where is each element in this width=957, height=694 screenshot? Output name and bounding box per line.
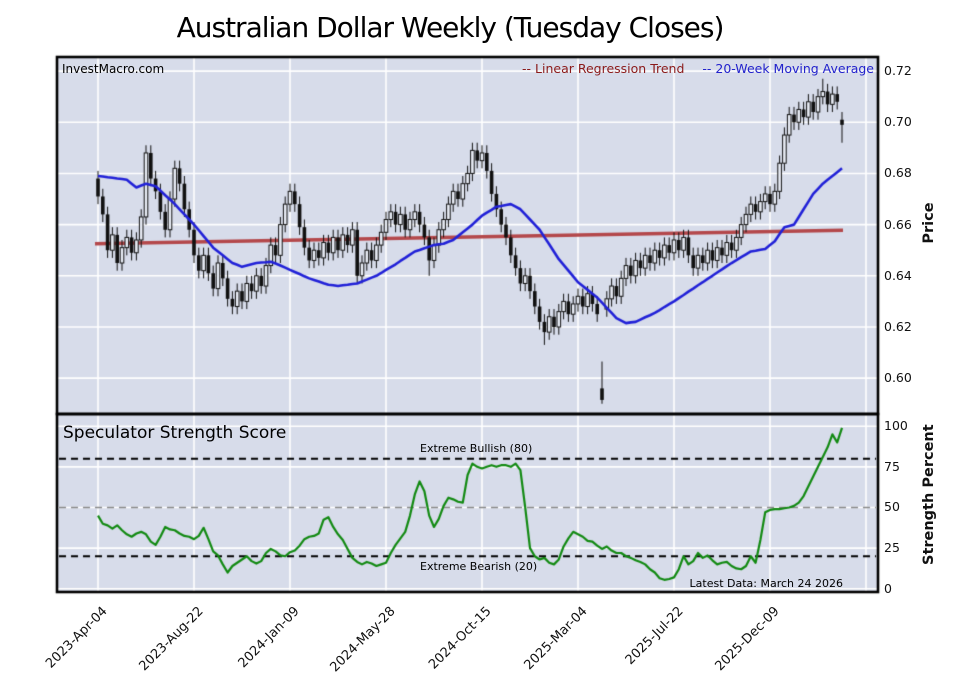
latest-data-label: Latest Data: March 24 2026 <box>689 577 843 590</box>
investmacro-watermark: InvestMacro.com <box>62 61 165 76</box>
strength-tick-label: 25 <box>884 540 900 556</box>
price-tick-label: 0.62 <box>884 318 912 334</box>
price-tick-label: 0.70 <box>884 114 912 130</box>
extreme-bearish-label: Extreme Bearish (20) <box>420 560 538 573</box>
strength-tick-label: 0 <box>884 580 892 596</box>
strength-tick-label: 75 <box>884 458 900 474</box>
price-tick-label: 0.68 <box>884 165 912 181</box>
strength-panel-title: Speculator Strength Score <box>63 423 287 443</box>
price-tick-label: 0.66 <box>884 216 912 232</box>
plot-header-row: InvestMacro.com -- Linear Regression Tre… <box>62 61 874 76</box>
price-tick-label: 0.60 <box>884 370 912 386</box>
legend-regression-label: -- Linear Regression Trend <box>522 61 685 76</box>
price-tick-label: 0.72 <box>884 63 912 79</box>
chart-title: Australian Dollar Weekly (Tuesday Closes… <box>176 11 725 44</box>
legend-ma-label: -- 20-Week Moving Average <box>702 61 874 76</box>
strength-tick-label: 50 <box>884 499 900 515</box>
price-tick-label: 0.64 <box>884 267 912 283</box>
extreme-bullish-label: Extreme Bullish (80) <box>420 442 533 455</box>
strength-tick-label: 100 <box>884 418 908 434</box>
